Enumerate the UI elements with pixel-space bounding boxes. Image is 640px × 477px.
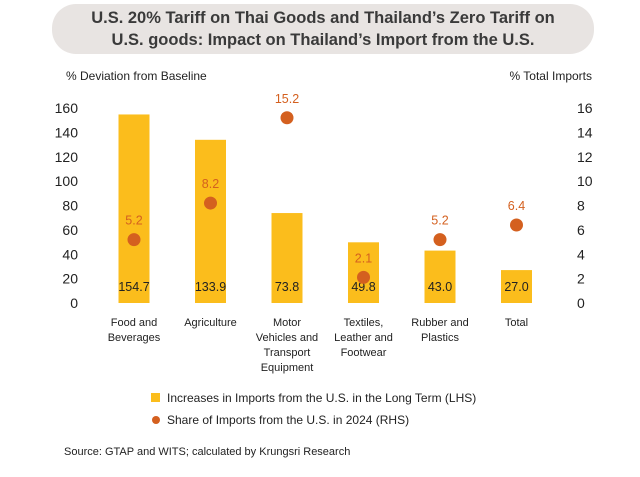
bar-value-label: 154.7: [118, 280, 149, 294]
right-axis-tick-label: 16: [577, 100, 593, 116]
right-axis-tick-label: 10: [577, 173, 593, 189]
share-value-label: 15.2: [275, 92, 299, 106]
share-value-label: 6.4: [508, 199, 525, 213]
left-axis-label: % Deviation from Baseline: [66, 69, 207, 83]
right-axis-tick-label: 2: [577, 271, 585, 287]
share-dot-4: [433, 233, 447, 247]
share-dot-5: [510, 218, 523, 232]
category-label: Footwear: [341, 347, 387, 359]
category-label: Plastics: [421, 332, 459, 344]
right-axis-tick-label: 0: [577, 295, 585, 311]
bar-5: [501, 270, 532, 303]
chart-title: U.S. 20% Tariff on Thai Goods and Thaila…: [52, 4, 594, 54]
bar-value-label: 27.0: [504, 280, 528, 294]
left-axis-tick-label: 160: [55, 100, 79, 116]
right-axis-tick-label: 4: [577, 246, 585, 262]
share-dot-2: [280, 111, 294, 125]
left-axis-tick-label: 80: [62, 198, 78, 214]
chart-title-line-1: U.S. 20% Tariff on Thai Goods and Thaila…: [91, 9, 555, 27]
category-label: Total: [505, 317, 528, 329]
right-axis-tick-label: 12: [577, 149, 593, 165]
share-value-label: 5.2: [125, 214, 142, 228]
bar-value-label: 133.9: [195, 280, 226, 294]
category-label: Textiles,: [344, 317, 384, 329]
share-value-label: 2.1: [355, 251, 372, 265]
bar-4: [424, 250, 456, 303]
chart-title-line-2: U.S. goods: Impact on Thailand’s Import …: [111, 31, 535, 49]
left-axis-tick-label: 100: [55, 173, 79, 189]
left-axis-tick-label: 120: [55, 149, 79, 165]
share-dot-0: [127, 233, 141, 247]
left-axis-tick-label: 60: [62, 222, 78, 238]
legend-bar-label: Increases in Imports from the U.S. in th…: [167, 391, 476, 405]
share-dot-3: [357, 270, 370, 284]
category-label: Motor: [273, 317, 301, 329]
bar-1: [195, 139, 226, 303]
category-label: Vehicles and: [256, 332, 318, 344]
left-axis-tick-label: 40: [62, 246, 78, 262]
category-label: Transport: [264, 347, 311, 359]
category-label: Equipment: [261, 362, 314, 374]
share-dot-1: [204, 196, 217, 210]
bar-0: [118, 114, 150, 303]
category-label: Food and: [111, 317, 157, 329]
bar-2: [271, 213, 303, 303]
bar-value-label: 73.8: [275, 280, 299, 294]
left-axis-tick-label: 140: [55, 124, 79, 140]
right-axis-label: % Total Imports: [510, 69, 592, 83]
right-axis-tick-label: 14: [577, 124, 593, 140]
share-value-label: 5.2: [431, 214, 448, 228]
category-label: Agriculture: [184, 317, 237, 329]
legend-dot-label: Share of Imports from the U.S. in 2024 (…: [167, 413, 409, 427]
left-axis-tick-label: 20: [62, 271, 78, 287]
right-axis-tick-label: 8: [577, 198, 585, 214]
category-label: Rubber and: [411, 317, 469, 329]
legend-bar-swatch: [151, 393, 160, 402]
source-note: Source: GTAP and WITS; calculated by Kru…: [64, 446, 351, 458]
category-label: Beverages: [108, 332, 161, 344]
bar-value-label: 49.8: [351, 280, 375, 294]
left-axis-tick-label: 0: [70, 295, 78, 311]
legend-dot-swatch: [152, 416, 160, 424]
bar-value-label: 43.0: [428, 280, 452, 294]
right-axis-tick-label: 6: [577, 222, 585, 238]
category-label: Leather and: [334, 332, 393, 344]
share-value-label: 8.2: [202, 177, 219, 191]
